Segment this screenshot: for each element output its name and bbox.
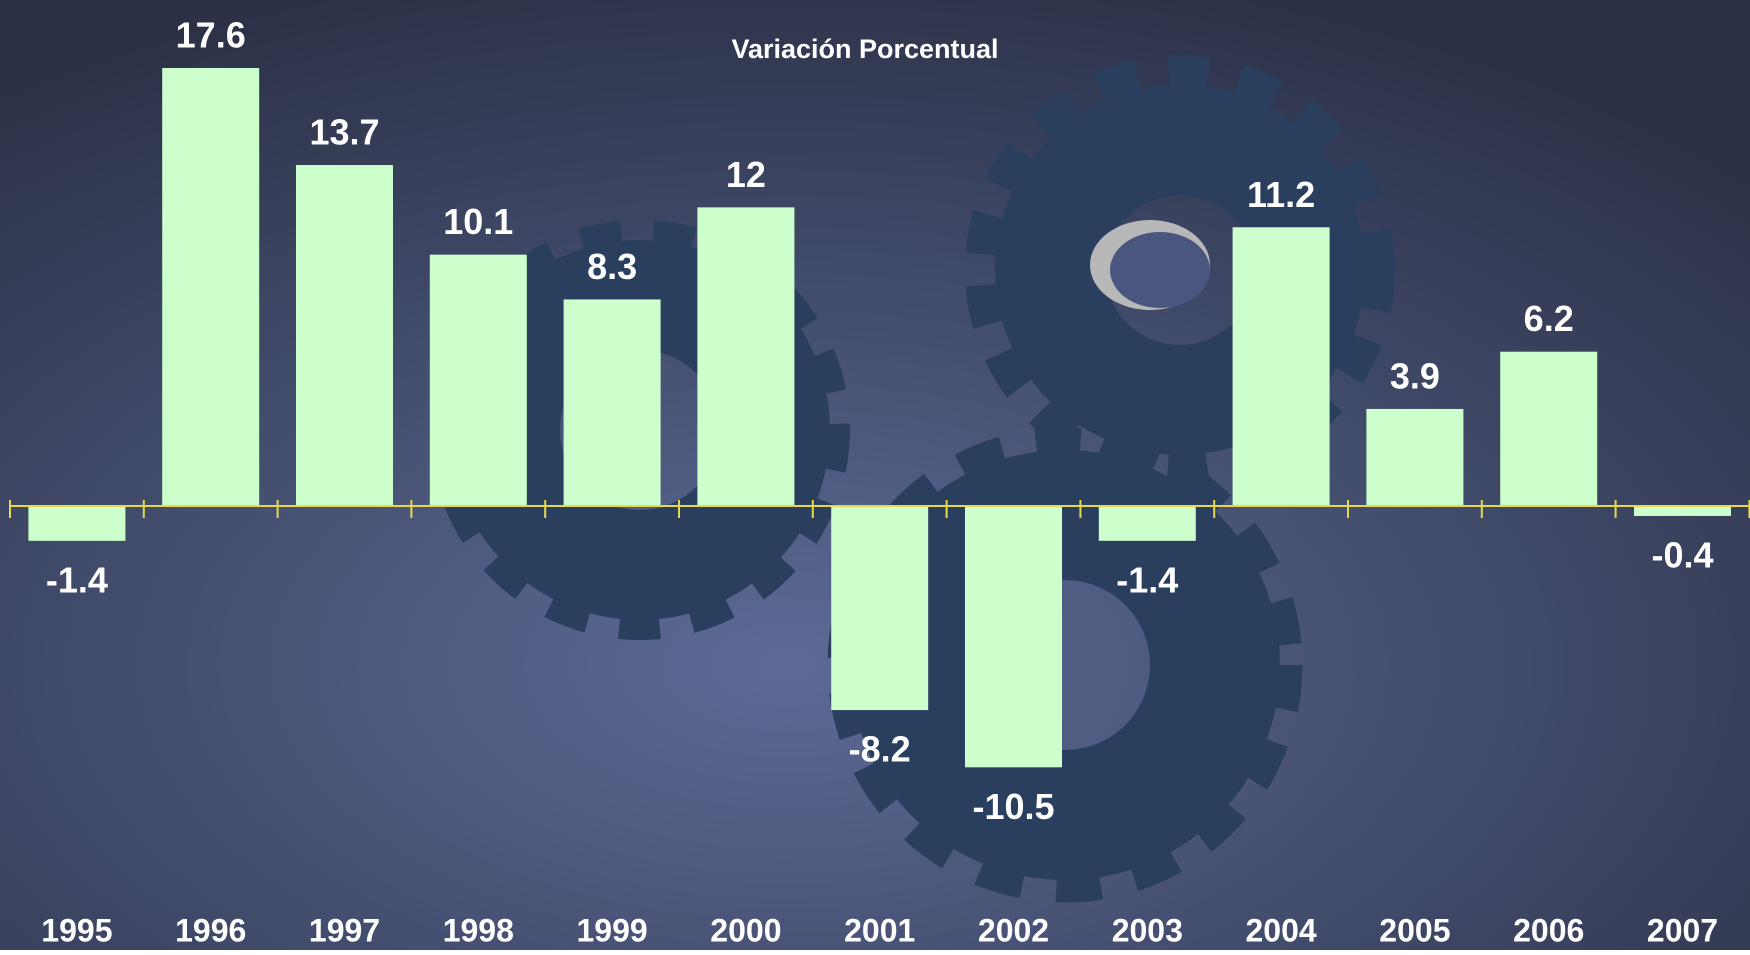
x-tick-label: 2007 bbox=[1647, 912, 1718, 948]
bar bbox=[1634, 506, 1731, 516]
x-tick-label: 1999 bbox=[577, 912, 648, 948]
bar bbox=[965, 506, 1062, 768]
bar bbox=[28, 506, 126, 541]
data-label: 13.7 bbox=[309, 112, 379, 153]
bar bbox=[1232, 227, 1330, 507]
bar bbox=[162, 68, 260, 506]
data-label: 11.2 bbox=[1247, 174, 1315, 215]
bar bbox=[296, 165, 393, 506]
data-label: 8.3 bbox=[587, 246, 637, 287]
data-label: 6.2 bbox=[1524, 298, 1574, 339]
bar bbox=[563, 299, 661, 506]
bar bbox=[697, 207, 795, 506]
x-tick-label: 1998 bbox=[443, 912, 514, 948]
x-tick-label: 2002 bbox=[978, 912, 1049, 948]
x-tick-label: 2003 bbox=[1112, 912, 1183, 948]
data-label: 17.6 bbox=[176, 15, 246, 56]
x-tick-label: 2001 bbox=[844, 912, 915, 948]
data-label: -0.4 bbox=[1651, 534, 1713, 575]
chart-title: Variación Porcentual bbox=[731, 34, 998, 64]
data-label: -10.5 bbox=[972, 786, 1054, 827]
x-tick-label: 2006 bbox=[1513, 912, 1584, 948]
bar bbox=[1366, 408, 1464, 506]
data-label: 10.1 bbox=[443, 201, 513, 242]
bar bbox=[1098, 506, 1196, 541]
x-tick-label: 2000 bbox=[710, 912, 781, 948]
x-tick-label: 1997 bbox=[309, 912, 380, 948]
data-label: -8.2 bbox=[849, 729, 911, 770]
data-label: -1.4 bbox=[46, 559, 108, 600]
data-label: 12 bbox=[726, 154, 766, 195]
x-tick-label: 1995 bbox=[41, 912, 112, 948]
bar bbox=[1500, 351, 1598, 506]
bar bbox=[429, 254, 527, 506]
data-label: -1.4 bbox=[1116, 559, 1178, 600]
data-label: 3.9 bbox=[1390, 355, 1440, 396]
x-tick-label: 2005 bbox=[1379, 912, 1450, 948]
bar bbox=[831, 506, 929, 711]
x-tick-label: 2004 bbox=[1246, 912, 1317, 948]
x-tick-label: 1996 bbox=[175, 912, 246, 948]
